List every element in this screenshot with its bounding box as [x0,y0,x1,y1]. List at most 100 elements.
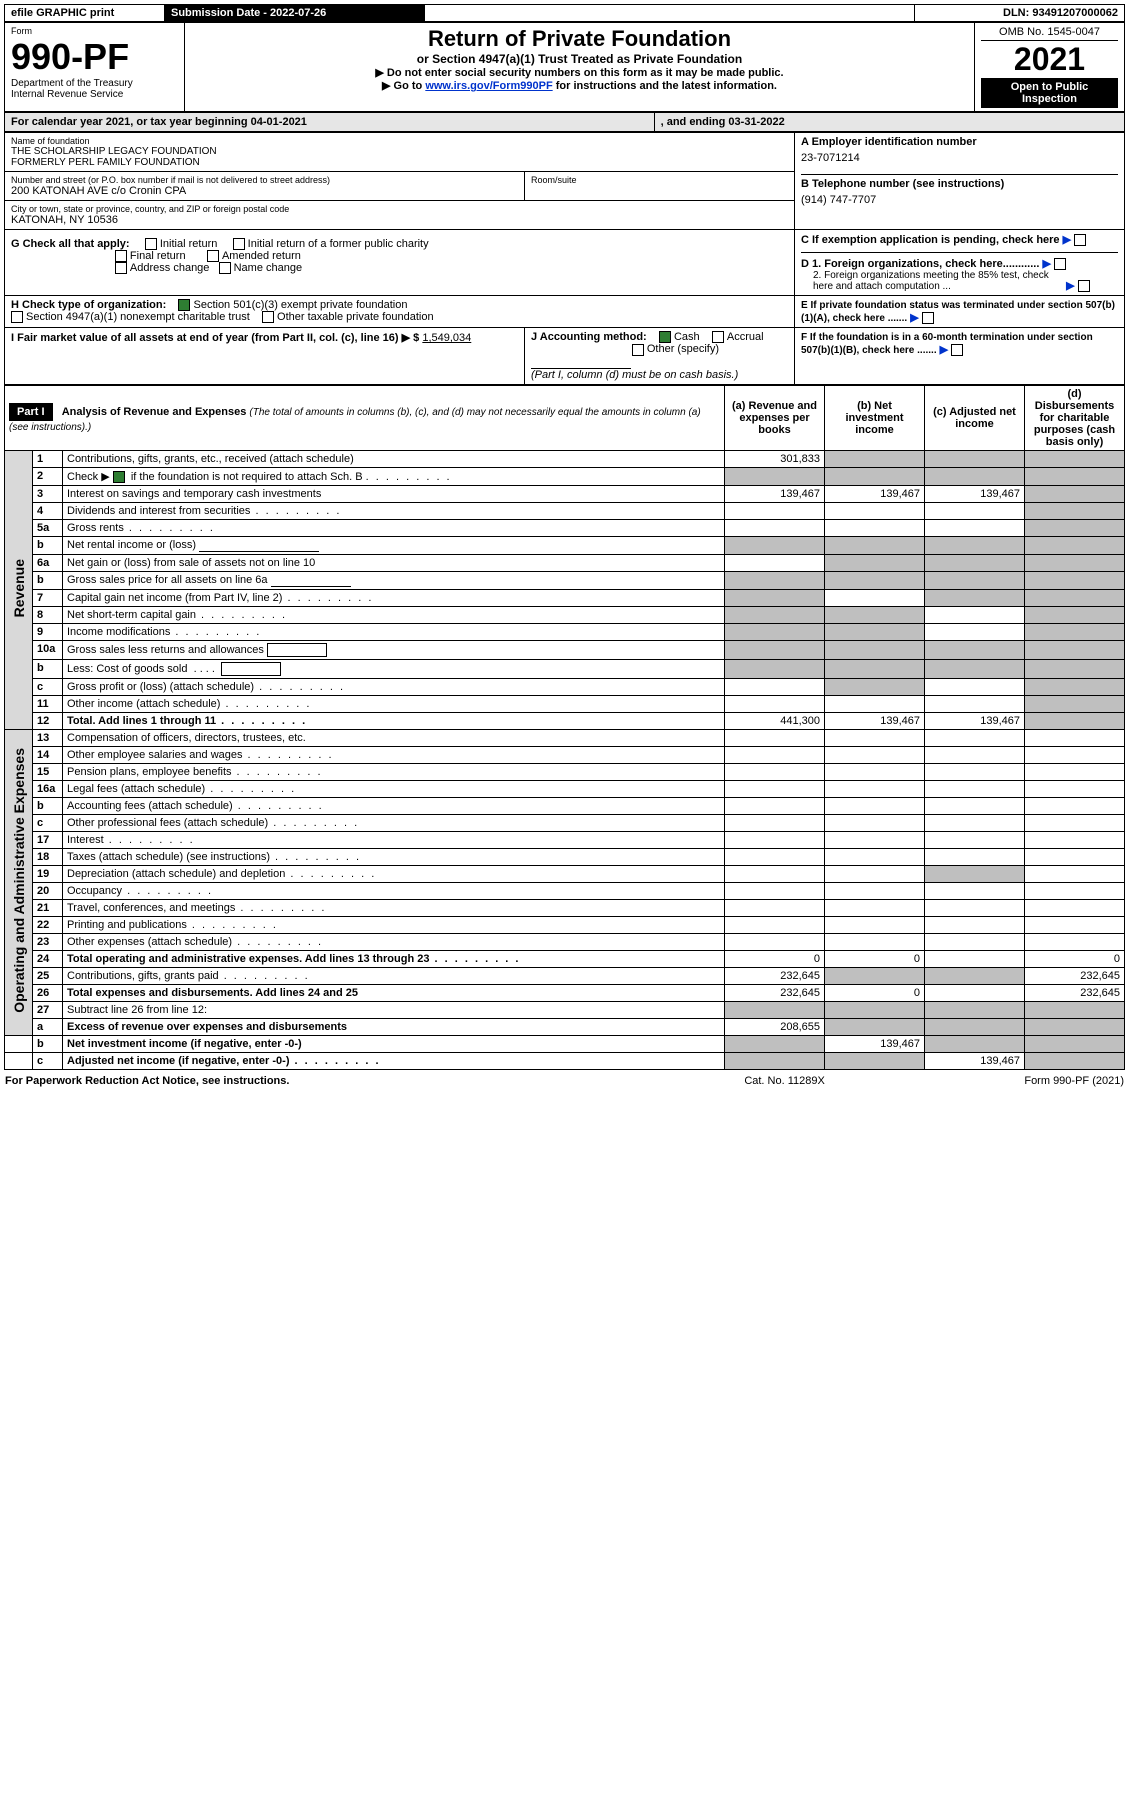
row-27c-c: 139,467 [925,1052,1025,1069]
row-18-desc: Taxes (attach schedule) (see instruction… [63,848,725,865]
ln-10c: c [33,678,63,695]
ln-5a: 5a [33,519,63,536]
dept: Department of the Treasury [11,78,178,89]
ln-27b: b [33,1035,63,1052]
efile-label: efile GRAPHIC print [5,5,165,22]
tax-year: 2021 [981,41,1118,78]
h-label: H Check type of organization: [11,299,166,311]
row-3-a: 139,467 [725,485,825,502]
checkbox-cash[interactable] [659,331,671,343]
j-note: (Part I, column (d) must be on cash basi… [531,369,738,381]
c-label: C If exemption application is pending, c… [801,234,1060,246]
row-10b-desc: Less: Cost of goods sold . . . . [63,659,725,678]
checkbox-4947[interactable] [11,311,23,323]
ln-27: 27 [33,1001,63,1018]
h-4947: Section 4947(a)(1) nonexempt charitable … [26,311,250,323]
checkbox-initial[interactable] [145,238,157,250]
checkbox-501c3[interactable] [178,299,190,311]
row-12-a: 441,300 [725,712,825,729]
col-c: (c) Adjusted net income [925,385,1025,450]
ln-10a: 10a [33,640,63,659]
ln-24: 24 [33,950,63,967]
id-grid: Name of foundation THE SCHOLARSHIP LEGAC… [4,132,1125,385]
g-addr: Address change [130,262,210,274]
j-cash: Cash [674,331,700,343]
checkbox-addr-change[interactable] [115,262,127,274]
part1-badge: Part I [9,403,53,421]
row-26-d: 232,645 [1025,984,1125,1001]
city: KATONAH, NY 10536 [11,214,788,226]
row-3-b: 139,467 [825,485,925,502]
row-9-desc: Income modifications [63,623,725,640]
part1-table: Part I Analysis of Revenue and Expenses … [4,385,1125,1070]
row-2-post: if the foundation is not required to att… [131,471,363,483]
checkbox-d1[interactable] [1054,258,1066,270]
ln-25: 25 [33,967,63,984]
checkbox-accrual[interactable] [712,331,724,343]
row-10c-desc: Gross profit or (loss) (attach schedule) [63,678,725,695]
row-24-desc: Total operating and administrative expen… [63,950,725,967]
row-24-b: 0 [825,950,925,967]
row-26-b: 0 [825,984,925,1001]
g-label: G Check all that apply: [11,238,130,250]
ln-20: 20 [33,882,63,899]
checkbox-other-tax[interactable] [262,311,274,323]
foundation-name-2: FORMERLY PERL FAMILY FOUNDATION [11,157,788,168]
checkbox-c[interactable] [1074,234,1086,246]
ln-8: 8 [33,606,63,623]
checkbox-e[interactable] [922,312,934,324]
ln-6b: b [33,571,63,589]
checkbox-initial-former[interactable] [233,238,245,250]
row-17-desc: Interest [63,831,725,848]
ln-16a: 16a [33,780,63,797]
row-16c-desc: Other professional fees (attach schedule… [63,814,725,831]
col-d: (d) Disbursements for charitable purpose… [1025,385,1125,450]
row-25-d: 232,645 [1025,967,1125,984]
omb: OMB No. 1545-0047 [981,26,1118,41]
row-26-a: 232,645 [725,984,825,1001]
row-2-desc: Check ▶ if the foundation is not require… [63,467,725,485]
g-initial: Initial return [160,238,217,250]
ln-10b: b [33,659,63,678]
arrow-icon: ▶ [910,312,922,324]
checkbox-amended[interactable] [207,250,219,262]
g-initial-former: Initial return of a former public charit… [248,238,429,250]
checkbox-schb[interactable] [113,471,125,483]
row-25-desc: Contributions, gifts, grants paid [63,967,725,984]
checkbox-other-method[interactable] [632,344,644,356]
row-4-desc: Dividends and interest from securities [63,502,725,519]
part1-title: Analysis of Revenue and Expenses [62,406,247,418]
foundation-name-1: THE SCHOLARSHIP LEGACY FOUNDATION [11,146,788,157]
row-16a-desc: Legal fees (attach schedule) [63,780,725,797]
footer: For Paperwork Reduction Act Notice, see … [4,1074,1125,1088]
arrow-icon: ▶ [1063,234,1075,246]
ln-21: 21 [33,899,63,916]
d2-label: 2. Foreign organizations meeting the 85%… [813,270,1063,292]
ln-15: 15 [33,763,63,780]
address: 200 KATONAH AVE c/o Cronin CPA [11,185,518,197]
row-16b-desc: Accounting fees (attach schedule) [63,797,725,814]
checkbox-f[interactable] [951,344,963,356]
row-12-b: 139,467 [825,712,925,729]
calendar-end: , and ending 03-31-2022 [654,113,1124,132]
dln: DLN: 93491207000062 [915,5,1125,22]
row-22-desc: Printing and publications [63,916,725,933]
row-15-desc: Pension plans, employee benefits [63,763,725,780]
h-501: Section 501(c)(3) exempt private foundat… [193,299,407,311]
ln-17: 17 [33,831,63,848]
ln-9: 9 [33,623,63,640]
row-5b-desc: Net rental income or (loss) [63,536,725,554]
note-link: ▶ Go to www.irs.gov/Form990PF for instru… [191,79,968,92]
irs-link[interactable]: www.irs.gov/Form990PF [425,80,552,92]
i-label: I Fair market value of all assets at end… [11,332,419,344]
checkbox-final[interactable] [115,250,127,262]
checkbox-d2[interactable] [1078,280,1090,292]
col-a: (a) Revenue and expenses per books [725,385,825,450]
submission-date: Submission Date - 2022-07-26 [165,5,425,22]
ln-1: 1 [33,450,63,467]
ein: 23-7071214 [801,152,1118,164]
checkbox-name-change[interactable] [219,262,231,274]
ln-5b: b [33,536,63,554]
row-26-desc: Total expenses and disbursements. Add li… [63,984,725,1001]
row-14-desc: Other employee salaries and wages [63,746,725,763]
